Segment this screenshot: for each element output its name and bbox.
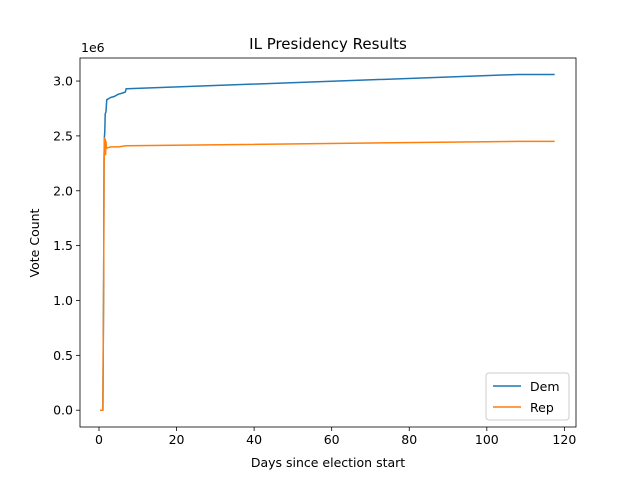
y-offset-label: 1e6 (81, 40, 105, 55)
x-axis-label: Days since election start (251, 455, 405, 470)
legend-label-rep: Rep (530, 400, 554, 415)
legend: Dem Rep (485, 372, 570, 421)
y-tick-label: 0.0 (53, 403, 73, 418)
series-line-rep (100, 137, 555, 411)
legend-label-dem: Dem (530, 379, 560, 394)
x-tick-label: 120 (552, 432, 576, 447)
y-tick-label: 1.5 (53, 238, 73, 253)
plot-frame (79, 57, 577, 428)
x-tick-label: 100 (475, 432, 499, 447)
chart-title: IL Presidency Results (249, 35, 407, 53)
y-tick-label: 3.0 (53, 74, 73, 89)
y-tick-label: 0.5 (53, 348, 73, 363)
x-tick-label: 40 (246, 432, 262, 447)
y-tick-label: 2.5 (53, 128, 73, 143)
x-tick-label: 0 (95, 432, 103, 447)
y-tick-label: 1.0 (53, 293, 73, 308)
y-tick-label: 2.0 (53, 183, 73, 198)
x-tick-label: 60 (324, 432, 340, 447)
y-axis-label: Vote Count (27, 208, 42, 277)
legend-box (485, 372, 570, 421)
x-tick-label: 80 (401, 432, 417, 447)
x-tick-label: 20 (169, 432, 185, 447)
plot-area: 0 20 40 60 80 100 120 0.0 0.5 1.0 1.5 2.0 2.5 3.0 (53, 74, 576, 447)
